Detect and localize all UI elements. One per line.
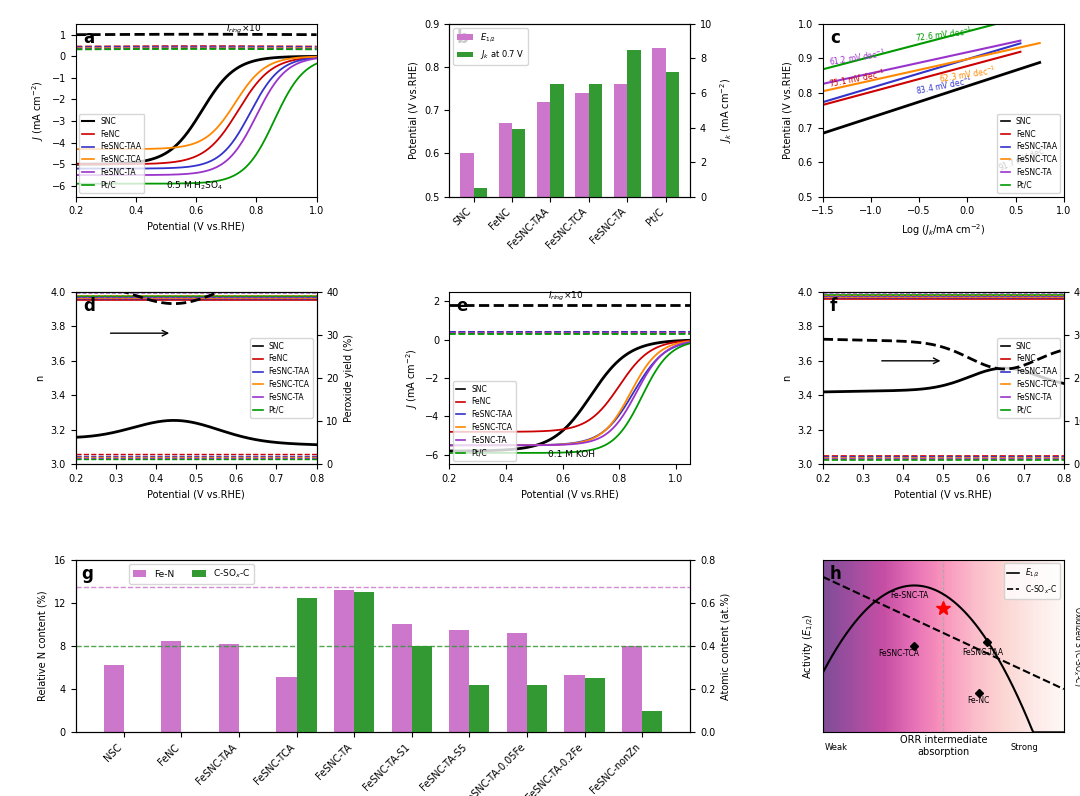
Y-axis label: Relative N content (%): Relative N content (%) — [38, 591, 48, 701]
Legend: SNC, FeNC, FeSNC-TAA, FeSNC-TCA, FeSNC-TA, Pt/C: SNC, FeNC, FeSNC-TAA, FeSNC-TCA, FeSNC-T… — [80, 114, 145, 193]
Text: 61.2 mV dec$^{-1}$: 61.2 mV dec$^{-1}$ — [827, 47, 886, 68]
Bar — [297, 599, 316, 732]
Text: h: h — [831, 564, 841, 583]
Legend: Fe-N, C-SO$_x$-C: Fe-N, C-SO$_x$-C — [130, 564, 254, 583]
Bar — [449, 630, 470, 732]
Text: FeSNC-TAA: FeSNC-TAA — [962, 648, 1003, 657]
Text: 75.1 mV dec$^{-1}$: 75.1 mV dec$^{-1}$ — [827, 67, 887, 90]
Text: 62.3 mV dec$^{-1}$: 62.3 mV dec$^{-1}$ — [939, 64, 997, 84]
Text: Fe-SNC-TA: Fe-SNC-TA — [890, 591, 929, 599]
Legend: $E_{1/2}$, C-SO$_x$-C: $E_{1/2}$, C-SO$_x$-C — [1004, 564, 1059, 599]
Bar — [507, 633, 527, 732]
Y-axis label: $J$ (mA cm$^{-2}$): $J$ (mA cm$^{-2}$) — [404, 348, 419, 408]
Y-axis label: Peroxide yield (%): Peroxide yield (%) — [345, 334, 354, 422]
X-axis label: Potential (V vs.RHE): Potential (V vs.RHE) — [894, 490, 993, 500]
Bar — [627, 50, 640, 197]
Text: c: c — [831, 29, 840, 47]
Text: Strong: Strong — [1011, 743, 1039, 751]
Bar — [622, 646, 643, 732]
Bar — [643, 711, 662, 732]
Text: 0.1 M KOH: 0.1 M KOH — [549, 450, 595, 458]
Bar — [460, 154, 474, 412]
Text: f: f — [831, 297, 837, 315]
X-axis label: Potential (V vs.RHE): Potential (V vs.RHE) — [147, 490, 245, 500]
Bar — [276, 677, 297, 732]
Bar — [470, 685, 489, 732]
X-axis label: Potential (V vs.RHE): Potential (V vs.RHE) — [521, 490, 619, 500]
Text: Weak: Weak — [825, 743, 848, 751]
Bar — [474, 188, 487, 197]
Text: Fe-NC: Fe-NC — [968, 696, 989, 705]
Legend: SNC, FeNC, FeSNC-TAA, FeSNC-TCA, FeSNC-TA, Pt/C: SNC, FeNC, FeSNC-TAA, FeSNC-TCA, FeSNC-T… — [453, 381, 515, 461]
Text: b: b — [457, 29, 469, 47]
Bar — [652, 48, 665, 412]
Text: $I_{ring}$×10: $I_{ring}$×10 — [549, 290, 584, 303]
Bar — [576, 93, 589, 412]
Y-axis label: $J$ (mA cm$^{-2}$): $J$ (mA cm$^{-2}$) — [30, 80, 46, 141]
Bar — [411, 646, 432, 732]
Bar — [613, 84, 627, 412]
Text: 83.4 mV dec$^{-1}$: 83.4 mV dec$^{-1}$ — [915, 74, 973, 97]
Text: $I_{ring}$×10: $I_{ring}$×10 — [226, 23, 261, 36]
Bar — [392, 624, 411, 732]
Text: e: e — [457, 297, 468, 315]
Bar — [219, 644, 239, 732]
Legend: $E_{1/2}$, $J_k$ at 0.7 V: $E_{1/2}$, $J_k$ at 0.7 V — [454, 28, 528, 64]
Text: FeSNC-TCA: FeSNC-TCA — [878, 650, 919, 658]
Y-axis label: Atomic content (at.%): Atomic content (at.%) — [720, 592, 731, 700]
Bar — [527, 685, 548, 732]
Bar — [512, 129, 526, 197]
Bar — [499, 123, 512, 412]
Y-axis label: Activity ($E_{1/2}$): Activity ($E_{1/2}$) — [802, 613, 818, 679]
Legend: SNC, FeNC, FeSNC-TAA, FeSNC-TCA, FeSNC-TA, Pt/C: SNC, FeNC, FeSNC-TAA, FeSNC-TCA, FeSNC-T… — [998, 338, 1059, 418]
X-axis label: ORR intermediate
absorption: ORR intermediate absorption — [900, 735, 987, 757]
Bar — [104, 665, 124, 732]
Bar — [354, 592, 375, 732]
Y-axis label: n: n — [35, 375, 45, 381]
Bar — [537, 102, 551, 412]
Bar — [551, 84, 564, 197]
Text: g: g — [82, 564, 94, 583]
Bar — [565, 675, 584, 732]
Legend: SNC, FeNC, FeSNC-TAA, FeSNC-TCA, FeSNC-TA, Pt/C: SNC, FeNC, FeSNC-TAA, FeSNC-TCA, FeSNC-T… — [998, 114, 1059, 193]
Text: d: d — [83, 297, 95, 315]
Text: Oxidized S (C-SO$_x$-C): Oxidized S (C-SO$_x$-C) — [1071, 606, 1080, 686]
Text: a: a — [83, 29, 94, 47]
Text: 72.6 mV dec$^{-1}$: 72.6 mV dec$^{-1}$ — [915, 25, 973, 44]
Legend: SNC, FeNC, FeSNC-TAA, FeSNC-TCA, FeSNC-TA, Pt/C: SNC, FeNC, FeSNC-TAA, FeSNC-TCA, FeSNC-T… — [251, 338, 313, 418]
Y-axis label: n: n — [782, 375, 792, 381]
Bar — [161, 641, 181, 732]
X-axis label: Log ($J_k$/mA cm$^{-2}$): Log ($J_k$/mA cm$^{-2}$) — [901, 222, 985, 238]
Bar — [334, 590, 354, 732]
Text: 0.5 M H$_2$SO$_4$: 0.5 M H$_2$SO$_4$ — [166, 179, 224, 192]
X-axis label: Potential (V vs.RHE): Potential (V vs.RHE) — [147, 222, 245, 232]
Y-axis label: Potential (V vs.RHE): Potential (V vs.RHE) — [782, 61, 792, 159]
Y-axis label: Potential (V vs.RHE): Potential (V vs.RHE) — [408, 61, 419, 159]
Text: 91.7 mV dec$^{-1}$: 91.7 mV dec$^{-1}$ — [997, 141, 1054, 174]
Y-axis label: $J_k$ (mA cm$^{-2}$): $J_k$ (mA cm$^{-2}$) — [718, 78, 733, 142]
Bar — [665, 72, 679, 197]
Bar — [584, 678, 605, 732]
Bar — [589, 84, 603, 197]
